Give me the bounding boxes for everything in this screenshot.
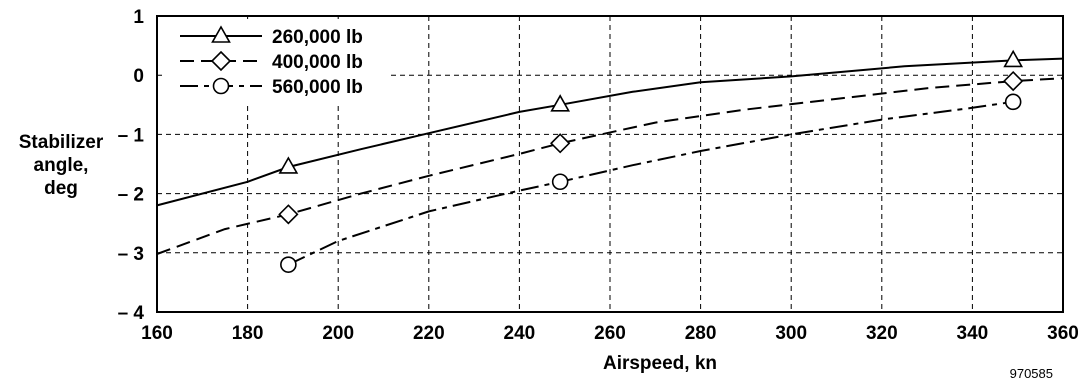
circle-marker [212,77,230,95]
diamond-marker [278,204,299,225]
circle-marker [280,256,297,273]
grid-lines [157,16,1063,312]
x-tick-label: 240 [504,323,536,344]
y-axis-title-line-2: angle, [34,155,89,176]
x-tick-label: 180 [232,323,264,344]
diamond-marker [1003,70,1024,92]
y-axis-title-line-3: deg [44,178,78,199]
legend-label: 260,000 lb [272,27,363,48]
legend: 260,000 lb 400,000 lb 560,000 lb [163,19,388,105]
circle-marker [1004,93,1022,111]
triangle-marker [1003,49,1024,68]
plot-area-frame [156,15,1064,313]
x-tick-label: 220 [413,323,445,344]
y-tick-label: 0 [133,66,144,87]
y-axis-title-line-1: Stabilizer [19,132,104,153]
series-circle [280,93,1022,273]
x-tick-label: 320 [866,323,898,344]
triangle-marker [211,25,231,43]
legend-label: 560,000 lb [272,77,363,98]
triangle-marker [550,94,571,112]
series-triangle [156,49,1064,207]
x-tick-label: 360 [1047,323,1078,344]
x-tick-label: 200 [322,323,354,344]
series-diamond [156,70,1064,255]
x-tick-label: 300 [775,323,807,344]
diamond-marker [210,50,232,72]
y-tick-label: – 3 [118,244,144,265]
figure-id: 970585 [1010,366,1053,381]
legend-box [163,19,388,105]
series-line [287,100,1014,266]
circle-marker [551,173,569,191]
diamond-marker [550,133,571,154]
y-tick-label: 1 [133,7,144,28]
triangle-marker [278,156,299,174]
x-tick-label: 160 [141,323,173,344]
x-tick-label: 260 [594,323,626,344]
legend-label: 400,000 lb [272,52,363,73]
x-tick-label: 340 [957,323,989,344]
x-tick-label: 280 [685,323,717,344]
y-tick-label: – 2 [118,185,144,206]
series-layer [156,49,1064,273]
y-tick-label: – 4 [118,303,145,324]
tick-labels: 160 180 200 220 240 260 280 300 320 340 360 1 0 – 1 – … [118,7,1078,344]
y-tick-label: – 1 [118,125,145,146]
x-axis-title: Airspeed, kn [603,353,717,374]
